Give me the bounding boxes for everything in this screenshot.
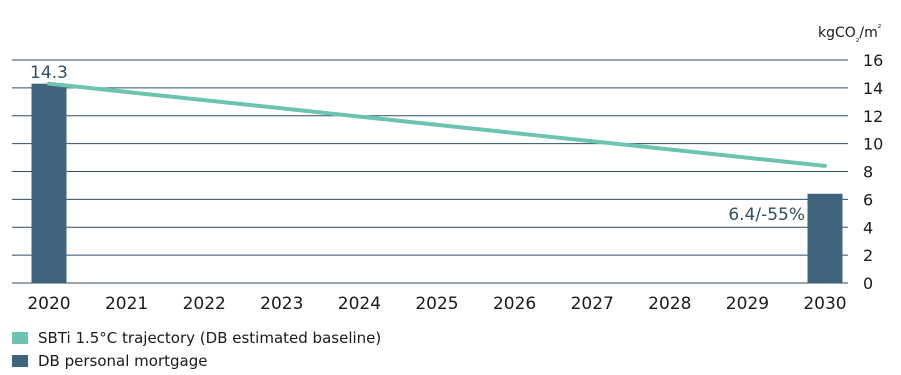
data-label-2030: 6.4/-55% [728, 205, 805, 225]
y-axis-unit-label: kgCO₂/m² [818, 24, 882, 45]
bar-2020 [32, 84, 67, 283]
x-tick-label-2026: 2026 [493, 294, 536, 314]
y-tick-label-16: 16 [863, 51, 883, 70]
x-tick-label-2030: 2030 [803, 294, 846, 314]
y-tick-label-4: 4 [863, 218, 873, 237]
legend-item-mortgage: DB personal mortgage [12, 351, 381, 371]
x-tick-label-2027: 2027 [571, 294, 614, 314]
y-tick-label-8: 8 [863, 163, 873, 182]
bar-2030 [808, 194, 843, 283]
y-axis-unit: kgCO₂/m² [818, 24, 882, 45]
legend-label-trajectory: SBTi 1.5°C trajectory (DB estimated base… [38, 329, 381, 347]
y-tick-label-0: 0 [863, 274, 873, 293]
y-axis-ticks: 0 2 4 6 8 10 12 14 16 [863, 51, 883, 293]
x-tick-label-2020: 2020 [27, 294, 70, 314]
legend-swatch-mortgage [12, 355, 28, 367]
legend-swatch-trajectory [12, 332, 28, 344]
y-tick-label-6: 6 [863, 190, 873, 209]
x-tick-label-2023: 2023 [260, 294, 303, 314]
x-tick-label-2021: 2021 [105, 294, 148, 314]
data-label-2020: 14.3 [30, 63, 68, 83]
legend-label-mortgage: DB personal mortgage [38, 352, 207, 370]
x-tick-label-2022: 2022 [183, 294, 226, 314]
trajectory-lines [49, 84, 825, 166]
x-tick-label-2025: 2025 [415, 294, 458, 314]
bars [32, 84, 843, 283]
x-tick-label-2029: 2029 [726, 294, 769, 314]
x-tick-label-2024: 2024 [338, 294, 381, 314]
y-tick-label-14: 14 [863, 79, 883, 98]
legend: SBTi 1.5°C trajectory (DB estimated base… [12, 328, 381, 374]
x-axis-ticks: 2020 2021 2022 2023 2024 2025 2026 2027 2028 2029… [27, 294, 846, 314]
y-tick-label-10: 10 [863, 135, 883, 154]
legend-item-trajectory: SBTi 1.5°C trajectory (DB estimated base… [12, 328, 381, 348]
trajectory-line [49, 84, 825, 166]
y-tick-label-2: 2 [863, 246, 873, 265]
x-tick-label-2028: 2028 [648, 294, 691, 314]
y-tick-label-12: 12 [863, 107, 883, 126]
